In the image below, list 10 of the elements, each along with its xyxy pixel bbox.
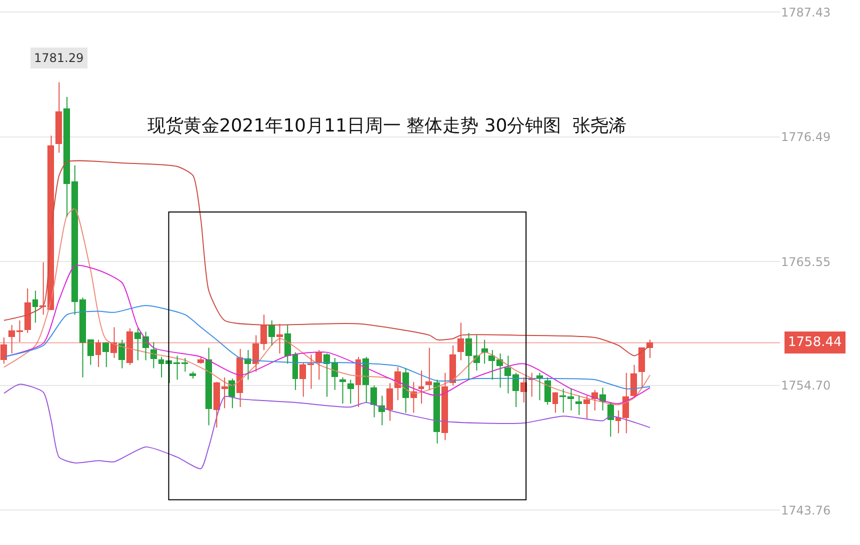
y-tick-label: 1754.70: [781, 378, 831, 393]
y-tick-label: 1776.49: [781, 130, 831, 144]
y-tick-label: 1765.55: [781, 254, 831, 269]
y-tick-label: 1787.43: [781, 5, 831, 20]
line-series: [3, 384, 650, 470]
y-tick-label: 1743.76: [781, 503, 831, 518]
line-series: [3, 208, 650, 406]
ref-line-label: 1758.44: [788, 335, 842, 350]
annotation: 1781.29: [34, 51, 84, 65]
text: 现货黄金2021年10月11日周一 整体走势 30分钟图 张尧浠: [147, 115, 627, 136]
